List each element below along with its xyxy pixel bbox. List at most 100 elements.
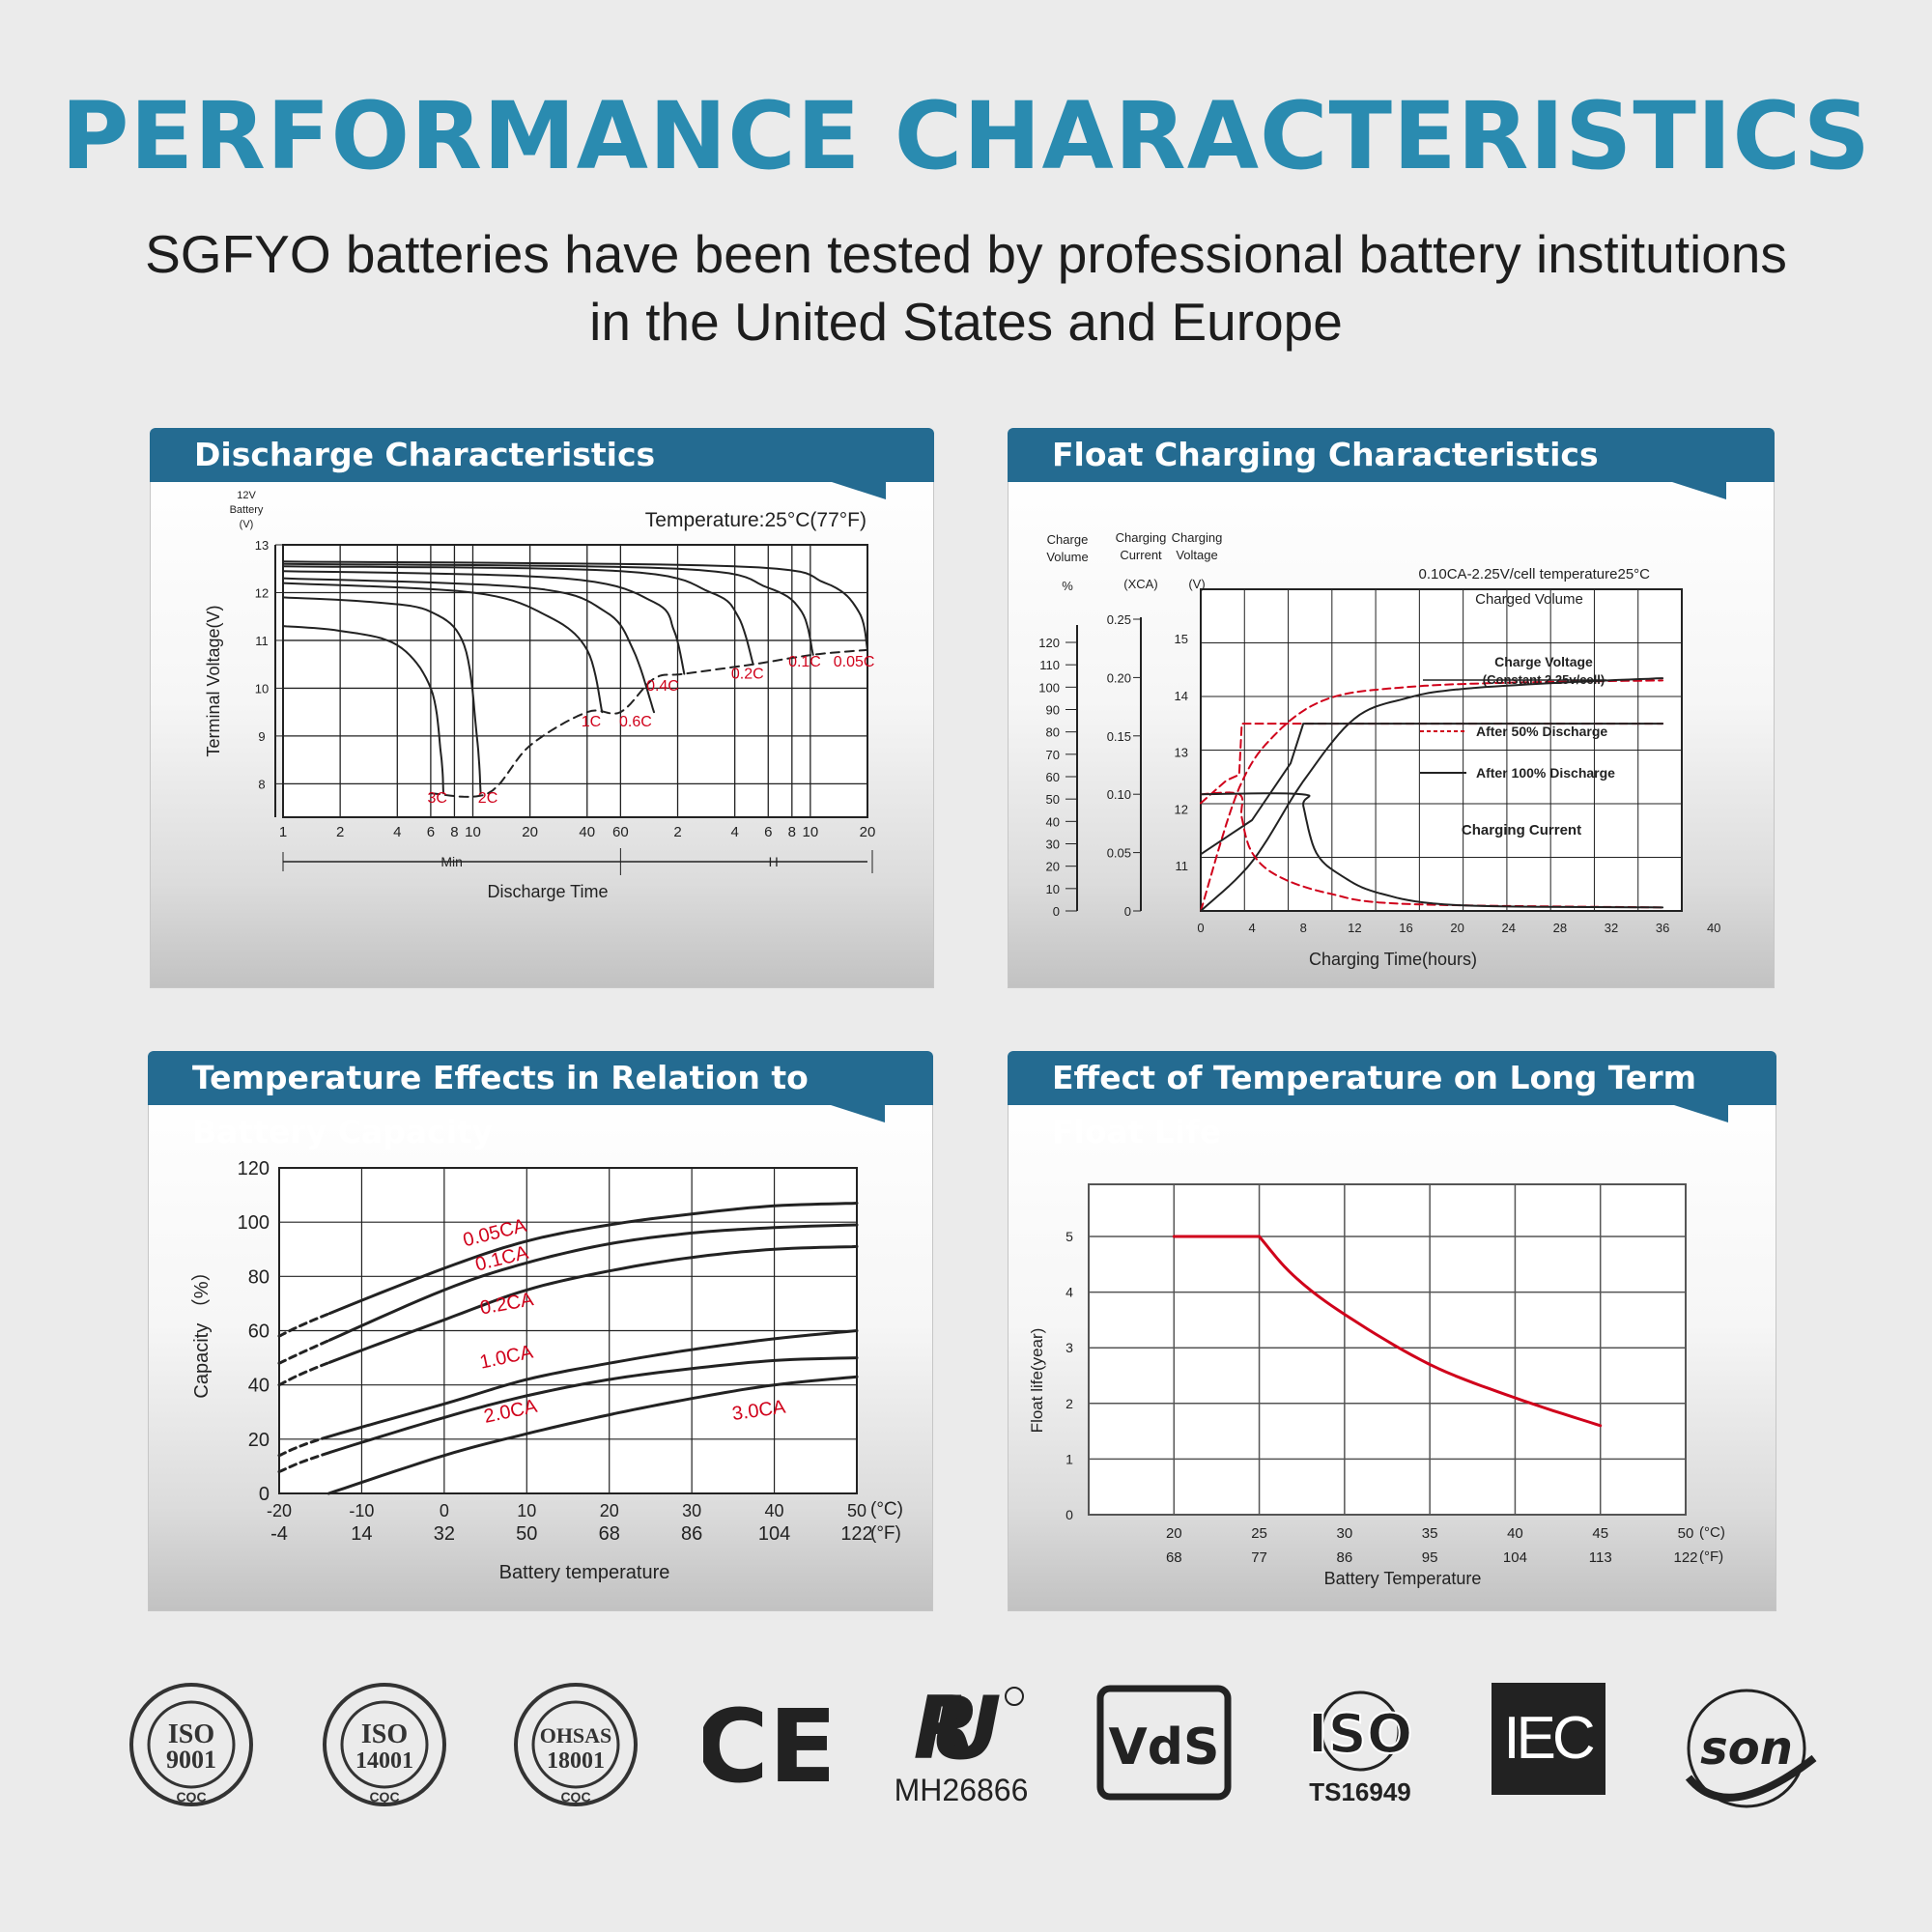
float-volume-tick: 30 [1046,838,1060,852]
svg-text:14001: 14001 [355,1748,413,1774]
temp-x-tick-c: 0 [440,1501,449,1520]
svg-text:VdS: VdS [1109,1719,1220,1776]
float-x-label: Charging Time(hours) [1309,950,1477,969]
discharge-series-line [282,560,868,651]
temp-series-line [327,1202,859,1316]
float-volume-tick: 80 [1046,725,1060,740]
svg-text:CQC: CQC [176,1789,206,1804]
svg-text:CE: CE [703,1688,829,1805]
life-x-tick-f: 113 [1589,1549,1612,1566]
discharge-series-line [282,577,655,714]
temp-x-tick-c: 30 [682,1501,701,1520]
temp-series-dashed [277,1435,331,1458]
float-voltage-100-line [1200,723,1664,856]
life-y-tick: 3 [1065,1340,1073,1355]
temp-series-line [327,1223,859,1342]
float-current-label: (XCA) [1123,577,1157,591]
temp-x-tick-c: 50 [847,1501,867,1520]
svg-text:MH26866: MH26866 [895,1773,1029,1807]
svg-text:ISO: ISO [168,1719,214,1749]
discharge-y-unit: 12V [237,490,256,501]
temp-series-line [327,1375,859,1495]
discharge-series-label: 0.05C [834,654,875,670]
svg-text:U: U [930,1681,1001,1779]
float-charging-chart: 12011010090807060504030201000.250.200.15… [1038,530,1720,969]
temp-x-tick-c: 20 [600,1501,619,1520]
temp-y-label: Capacity （%） [190,1262,213,1398]
float-life-panel-title: Effect of Temperature on Long Term Float… [1008,1051,1776,1151]
life-x-tick-c: 20 [1166,1525,1182,1542]
life-x-tick-f: 122 [1673,1549,1697,1566]
temp-x-tick-f: 86 [681,1523,702,1545]
float-volume-50-line [1200,679,1664,912]
discharge-y-tick: 9 [258,729,265,744]
discharge-x-tick: 20 [522,824,538,840]
temp-x-tick-f: 68 [599,1523,620,1545]
temperature-capacity-panel: Temperature Effects in Relation to Batte… [148,1051,933,1611]
discharge-series-line [282,570,686,675]
temp-y-tick: 20 [248,1430,270,1451]
float-volume-tick: 20 [1046,860,1060,874]
discharge-annotation: Temperature:25°C(77°F) [645,509,867,531]
life-series-line [1258,1235,1603,1428]
float-x-tick: 36 [1656,921,1669,935]
float-x-tick: 12 [1348,921,1361,935]
float-legend-100-label: After 100% Discharge [1476,765,1615,781]
discharge-y-unit: (V) [240,519,254,530]
discharge-h-label: H [769,854,779,869]
temp-y-tick: 120 [238,1158,270,1179]
svg-text:CQC: CQC [560,1789,590,1804]
svg-text:son: son [1700,1721,1793,1776]
temp-unit-c: (°C) [870,1499,903,1520]
life-x-tick-f: 104 [1503,1549,1527,1566]
float-voltage-label: (V) [1188,577,1205,591]
float-x-tick: 16 [1399,921,1412,935]
float-x-tick: 32 [1605,921,1618,935]
ohsas18001-logo: OHSAS 18001 CQC [514,1683,638,1806]
life-x-tick-c: 35 [1422,1525,1438,1542]
float-volume-label: % [1062,579,1073,593]
float-current-label: Charging [1116,530,1167,545]
discharge-x-tick: 8 [450,824,458,840]
discharge-y-tick: 10 [255,681,269,696]
temp-x-tick-f: 104 [758,1523,790,1545]
discharge-y-label: Terminal Voltage(V) [204,605,223,756]
life-x-tick-c: 40 [1507,1525,1523,1542]
float-current-tick: 0 [1124,904,1131,919]
temp-series-dashed [277,1338,331,1365]
discharge-x-tick: 2 [336,824,344,840]
discharge-series-label: 0.1C [788,654,821,670]
float-voltage-tick: 11 [1176,859,1189,873]
svg-text:18001: 18001 [547,1748,605,1774]
temp-series-line [327,1329,859,1438]
float-volume-tick: 100 [1038,680,1060,695]
discharge-series-line [282,582,604,714]
svg-text:CQC: CQC [369,1789,399,1804]
discharge-min-label: Min [440,854,463,869]
life-x-tick-c: 30 [1337,1525,1353,1542]
svg-text:OHSAS: OHSAS [540,1723,612,1747]
discharge-series-line [282,562,814,656]
discharge-x-tick: 6 [427,824,435,840]
son-logo: son [1685,1689,1817,1808]
float-legend-50-label: After 50% Discharge [1476,724,1607,739]
life-y-label: Float life(year) [1028,1328,1046,1434]
discharge-x-label: Discharge Time [487,882,608,901]
temp-y-tick: 80 [248,1266,270,1288]
discharge-x-tick: 10 [465,824,481,840]
float-current-label: Current [1120,548,1162,562]
float-charging-panel-title: Float Charging Characteristics [1008,428,1775,482]
float-volume-100-line [1200,677,1664,912]
temp-y-tick: 60 [248,1321,270,1343]
temp-x-tick-f: 32 [434,1523,455,1545]
discharge-series-label: 1C [582,714,601,730]
float-life-chart: 5 4 3 2 1 0 20 25 30 35 40 45 50 68 77 86 95 104 113 122(°C… [1028,1183,1725,1588]
float-current-tick: 0.25 [1107,612,1131,627]
discharge-plot-area [282,544,868,818]
temp-y-tick: 40 [248,1376,270,1397]
life-x-tick-c: 25 [1251,1525,1267,1542]
discharge-series-line [282,625,444,795]
page-subtitle: SGFYO batteries have been tested by prof… [0,220,1932,355]
discharge-series-line [282,596,482,795]
life-x-tick-c: 45 [1592,1525,1608,1542]
